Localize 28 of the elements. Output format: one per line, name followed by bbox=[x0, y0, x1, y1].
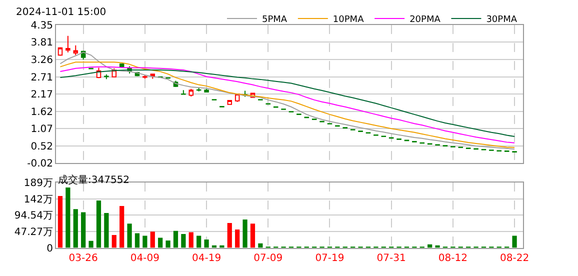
y-tick-label: 3.26 bbox=[30, 55, 53, 66]
y-tick-label: 0.52 bbox=[30, 141, 53, 152]
y-tick-label: 1.07 bbox=[30, 124, 53, 136]
x-tick-label: 04-09 bbox=[130, 252, 160, 264]
x-tick-label: 07-19 bbox=[315, 252, 344, 264]
y-tick-label: 0 bbox=[46, 243, 53, 254]
x-tick-label: 04-19 bbox=[192, 252, 222, 264]
legend-label: 30PMA bbox=[486, 15, 518, 26]
y-tick-label: -0.02 bbox=[27, 158, 53, 170]
x-tick-label: 08-22 bbox=[500, 252, 530, 264]
legend-label: 20PMA bbox=[410, 15, 442, 26]
y-tick-label: 189万 bbox=[24, 178, 53, 190]
chart-title: 成交量:347552 bbox=[58, 174, 130, 186]
y-tick-label: 2.71 bbox=[30, 72, 53, 84]
y-tick-label: 3.81 bbox=[30, 38, 53, 49]
y-tick-label: 4.35 bbox=[30, 20, 53, 32]
legend-label: 10PMA bbox=[332, 15, 365, 26]
x-tick-label: 08-12 bbox=[438, 252, 468, 264]
y-tick-label: 1.62 bbox=[30, 106, 53, 118]
x-tick-label: 03-26 bbox=[68, 252, 98, 264]
x-tick-label: 07-09 bbox=[254, 252, 283, 264]
chart-title: 2024-11-01 15:00 bbox=[16, 7, 106, 18]
y-tick-label: 47.27万 bbox=[14, 227, 53, 238]
y-tick-label: 94.54万 bbox=[14, 210, 53, 222]
y-tick-label: 142万 bbox=[24, 194, 53, 206]
x-tick-label: 07-31 bbox=[376, 252, 406, 264]
y-tick-label: 2.17 bbox=[30, 89, 53, 100]
legend-label: 5PMA bbox=[262, 15, 288, 26]
